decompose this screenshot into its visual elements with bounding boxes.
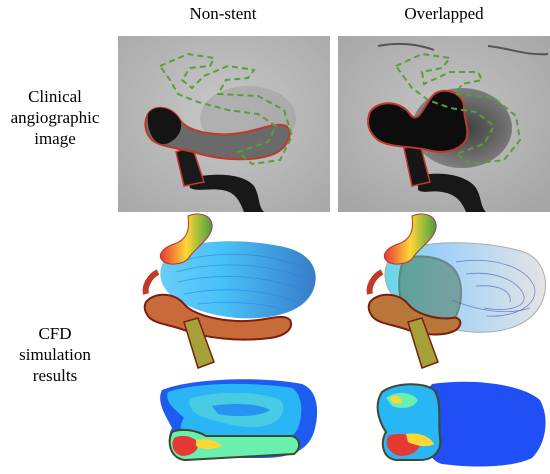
upper-vessel [159, 213, 213, 265]
contour-outer [425, 381, 546, 467]
mid-velocity-zone-lower [406, 433, 434, 447]
angiography-image-icon [118, 36, 330, 212]
side-branch [142, 269, 160, 295]
parent-vessel [188, 174, 264, 212]
upper-vessel [383, 213, 437, 265]
aneurysm-flow-region [160, 241, 316, 319]
row-label-clinical-line3: image [34, 129, 76, 148]
small-vessel [377, 42, 435, 51]
row-label-clinical-line2: angiographic [10, 108, 100, 127]
vessel-stem [407, 317, 439, 369]
lower-vessel-outline [367, 293, 462, 336]
aneurysm-contour-green [394, 52, 522, 166]
mid-velocity-zone [196, 439, 222, 449]
velocity-contour-plot-icon [376, 381, 546, 467]
velocity-contour-plot-icon [160, 379, 318, 462]
dark-bulb [147, 107, 182, 145]
row-label-cfd-line2: simulation [19, 345, 91, 364]
angiography-overlapped [338, 36, 550, 212]
streamlines [175, 253, 307, 311]
row-label-clinical-line1: Clinical [28, 87, 82, 106]
vessel-stem [183, 317, 215, 369]
row-label-cfd-line3: results [32, 366, 78, 385]
streamline-plot-icon [142, 213, 316, 369]
column-header-non-stent: Non-stent [189, 4, 257, 23]
row-label-cfd-line1: CFD [38, 324, 72, 343]
high-velocity-zone [172, 435, 199, 456]
small-vessel [487, 45, 549, 56]
cfd-streamlines-overlapped [356, 212, 550, 378]
streamline-plot-icon [366, 213, 546, 369]
column-header-overlapped: Overlapped [404, 4, 484, 23]
side-branch [366, 269, 384, 295]
angiography-image-icon [338, 36, 550, 212]
vessel-outline-red [144, 106, 291, 161]
lower-vessel-outline [143, 293, 292, 341]
cfd-contour-overlapped [372, 376, 550, 470]
cfd-contour-non-stent [152, 376, 322, 470]
angiography-non-stent [118, 36, 330, 212]
parent-vessel [418, 173, 486, 212]
vessel-band [168, 428, 300, 462]
aneurysm-contour-green [158, 52, 294, 166]
row-label-cfd: CFD simulation results [0, 323, 110, 386]
cfd-streamlines-non-stent [128, 212, 328, 378]
row-label-clinical: Clinical angiographic image [0, 86, 110, 149]
high-mid-velocity-zone [390, 395, 402, 404]
contour-core [212, 403, 270, 417]
